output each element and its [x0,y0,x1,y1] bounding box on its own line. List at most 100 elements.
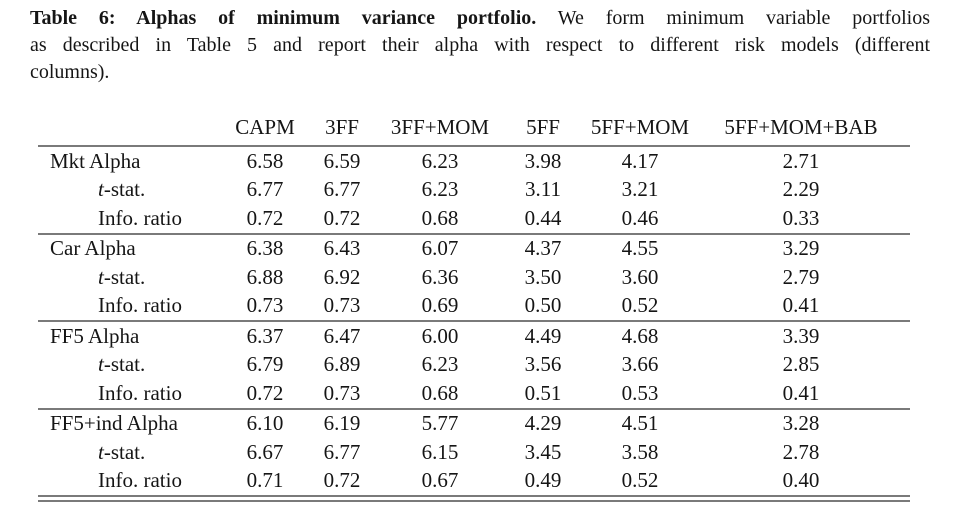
value-cell: 3.45 [524,439,562,464]
value-cell: 4.55 [588,232,692,263]
col-header-3ff: 3FF [302,109,382,147]
table-row-car-alpha: Car Alpha 6.38 6.43 6.07 4.37 4.55 3.29 [38,232,910,263]
value-cell: 6.36 [421,264,459,289]
value-cell: 3.50 [524,264,562,289]
value-cell: 6.79 [246,352,284,377]
value-cell: 6.23 [421,177,459,202]
row-label: t-stat. [38,176,228,205]
value-cell: 6.59 [323,148,361,173]
value-cell: 6.77 [323,177,361,202]
row-label: Info. ratio [38,379,228,409]
row-label-text: -stat. [103,439,146,464]
value-cell: 5.77 [382,407,498,438]
value-cell: 0.41 [782,380,820,405]
value-cell: 0.50 [524,293,562,318]
value-cell: 0.51 [524,380,562,405]
row-label: Info. ratio [38,292,228,322]
caption-line-3: columns). [30,61,110,83]
row-label: Mkt Alpha [38,146,228,176]
value-cell: 6.15 [421,439,459,464]
value-cell: 3.28 [692,407,910,438]
col-header-3ff-mom: 3FF+MOM [382,109,498,147]
caption-line-1: Table 6: Alphas of minimum variance port… [30,5,930,32]
value-cell: 0.69 [421,293,459,318]
col-header-5ff: 5FF [498,109,588,147]
value-cell: 3.39 [692,320,910,351]
value-cell: 3.58 [621,439,659,464]
value-cell: 0.52 [621,293,659,318]
row-label: t-stat. [38,351,228,380]
col-header-empty [38,109,228,147]
value-cell: 6.10 [228,407,302,438]
value-cell: 2.29 [782,177,820,202]
value-cell: 2.71 [782,148,820,173]
value-cell: 0.33 [782,205,820,230]
value-cell: 6.77 [246,177,284,202]
value-cell: 6.67 [246,439,284,464]
value-cell: 4.17 [621,148,659,173]
table-row-info-ratio: Info. ratio 0.71 0.72 0.67 0.49 0.52 0.4… [38,467,910,497]
row-label-text: Info. ratio [98,293,182,318]
value-cell: 0.73 [323,293,361,318]
paper-page: Table 6: Alphas of minimum variance port… [0,5,960,515]
table-row-info-ratio: Info. ratio 0.72 0.73 0.68 0.51 0.53 0.4… [38,379,910,409]
col-header-5ff-mom: 5FF+MOM [588,109,692,147]
value-cell: 4.37 [498,232,588,263]
table-row-mkt-alpha: Mkt Alpha 6.58 6.59 6.23 3.98 4.17 2.71 [38,146,910,176]
table-row-tstat: t-stat. 6.77 6.77 6.23 3.11 3.21 2.29 [38,176,910,205]
table-row-tstat: t-stat. 6.88 6.92 6.36 3.50 3.60 2.79 [38,263,910,292]
value-cell: 0.72 [246,380,284,405]
value-cell: 0.72 [323,468,361,493]
row-label-text: Mkt Alpha [50,148,141,173]
value-cell: 0.52 [621,468,659,493]
row-label: FF5 Alpha [38,320,228,351]
value-cell: 3.98 [524,148,562,173]
value-cell: 6.92 [323,264,361,289]
value-cell: 6.58 [246,148,284,173]
value-cell: 2.85 [782,352,820,377]
row-label-text: FF5+ind Alpha [50,411,178,436]
table-row-info-ratio: Info. ratio 0.73 0.73 0.69 0.50 0.52 0.4… [38,292,910,322]
row-label-italic: t [98,177,104,202]
table-caption: Table 6: Alphas of minimum variance port… [30,5,930,86]
value-cell: 0.72 [323,205,361,230]
header-row: CAPM 3FF 3FF+MOM 5FF 5FF+MOM 5FF+MOM+BAB [38,109,910,147]
value-cell: 6.43 [302,232,382,263]
row-label-text: Info. ratio [98,205,182,230]
value-cell: 0.71 [246,468,284,493]
row-label: Info. ratio [38,204,228,234]
value-cell: 0.73 [246,293,284,318]
value-cell: 3.29 [692,232,910,263]
row-label-text: -stat. [103,264,146,289]
value-cell: 4.49 [498,320,588,351]
col-header-capm: CAPM [228,109,302,147]
value-cell: 0.73 [323,380,361,405]
value-cell: 6.37 [228,320,302,351]
row-label: t-stat. [38,263,228,292]
value-cell: 0.68 [421,205,459,230]
row-label-text: Car Alpha [50,236,136,261]
value-cell: 0.44 [524,205,562,230]
row-label: Info. ratio [38,467,228,497]
caption-line-2: as described in Table 5 and report their… [30,34,930,56]
value-cell: 0.53 [621,380,659,405]
value-cell: 0.46 [621,205,659,230]
value-cell: 6.07 [382,232,498,263]
row-label-text: -stat. [103,177,146,202]
value-cell: 6.77 [323,439,361,464]
value-cell: 6.00 [382,320,498,351]
value-cell: 0.40 [782,468,820,493]
value-cell: 6.23 [421,352,459,377]
value-cell: 0.67 [421,468,459,493]
value-cell: 6.23 [421,148,459,173]
value-cell: 3.66 [621,352,659,377]
table-row-ff5-ind-alpha: FF5+ind Alpha 6.10 6.19 5.77 4.29 4.51 3… [38,407,910,438]
table-bottom-double-rule [38,500,910,502]
value-cell: 0.41 [782,293,820,318]
row-label-text: -stat. [103,352,146,377]
row-label: t-stat. [38,438,228,467]
table-row-tstat: t-stat. 6.67 6.77 6.15 3.45 3.58 2.78 [38,438,910,467]
caption-title: Table 6: Alphas of minimum variance port… [30,7,537,29]
value-cell: 2.78 [782,439,820,464]
alphas-table: CAPM 3FF 3FF+MOM 5FF 5FF+MOM 5FF+MOM+BAB… [38,109,910,497]
